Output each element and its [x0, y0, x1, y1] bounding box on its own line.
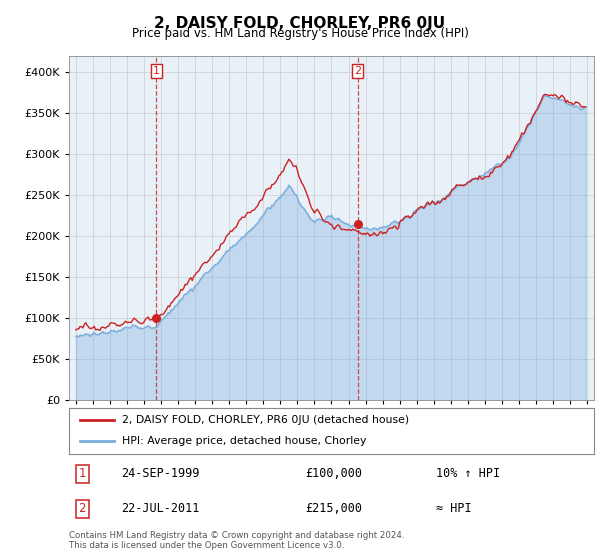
Text: 2: 2	[355, 66, 361, 76]
Text: £100,000: £100,000	[305, 468, 362, 480]
Text: 1: 1	[79, 468, 86, 480]
Text: 2, DAISY FOLD, CHORLEY, PR6 0JU (detached house): 2, DAISY FOLD, CHORLEY, PR6 0JU (detache…	[121, 415, 409, 425]
Text: 2, DAISY FOLD, CHORLEY, PR6 0JU: 2, DAISY FOLD, CHORLEY, PR6 0JU	[154, 16, 446, 31]
Text: ≈ HPI: ≈ HPI	[437, 502, 472, 515]
Text: 1: 1	[153, 66, 160, 76]
Text: £215,000: £215,000	[305, 502, 362, 515]
Text: 24-SEP-1999: 24-SEP-1999	[121, 468, 200, 480]
Text: Contains HM Land Registry data © Crown copyright and database right 2024.
This d: Contains HM Land Registry data © Crown c…	[69, 531, 404, 550]
Text: Price paid vs. HM Land Registry's House Price Index (HPI): Price paid vs. HM Land Registry's House …	[131, 27, 469, 40]
Text: 2: 2	[79, 502, 86, 515]
Text: 22-JUL-2011: 22-JUL-2011	[121, 502, 200, 515]
Text: HPI: Average price, detached house, Chorley: HPI: Average price, detached house, Chor…	[121, 436, 366, 446]
Text: 10% ↑ HPI: 10% ↑ HPI	[437, 468, 500, 480]
